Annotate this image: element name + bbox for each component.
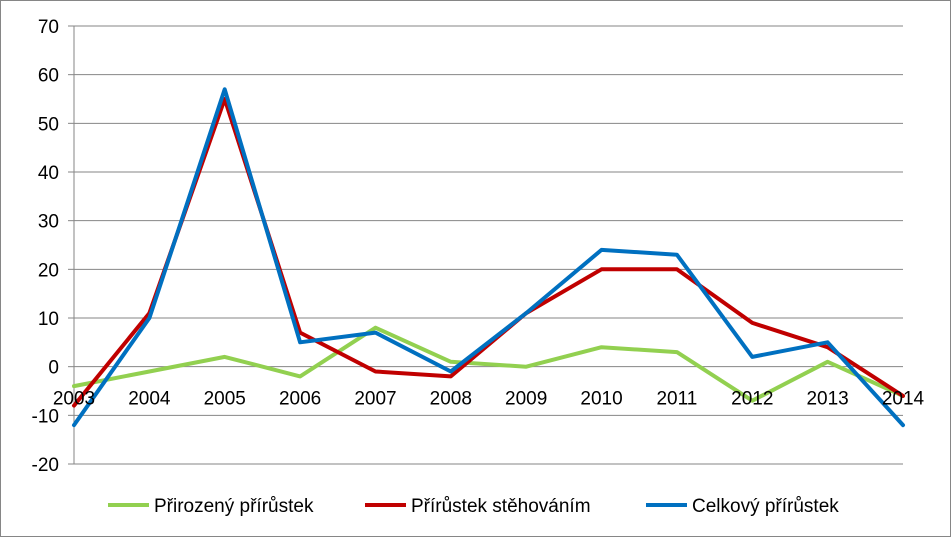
x-tick-label: 2012 <box>731 389 773 410</box>
y-tick-label: 40 <box>38 163 59 184</box>
axes <box>68 25 75 465</box>
legend-label-3: Celkový přírůstek <box>692 496 839 517</box>
y-tick-label: 50 <box>38 114 59 135</box>
series-lines <box>72 87 905 428</box>
y-tick-label: 10 <box>38 309 59 330</box>
series-line-3 <box>72 87 905 428</box>
legend-label-1: Přirozený přírůstek <box>154 496 314 517</box>
legend-label-2: Přírůstek stěhováním <box>411 496 591 517</box>
series-line-2 <box>72 97 905 408</box>
y-tick-label: 70 <box>38 17 59 38</box>
x-tick-label: 2014 <box>882 389 925 410</box>
x-tick-label: 2006 <box>279 389 321 410</box>
x-tick-label: 2011 <box>656 389 697 410</box>
x-tick-label: 2008 <box>430 389 472 410</box>
series-line-1 <box>72 325 905 403</box>
x-tick-label: 2013 <box>806 389 848 410</box>
x-tick-label: 2010 <box>580 389 622 410</box>
x-tick-label: 2007 <box>354 389 396 410</box>
x-tick-label: 2003 <box>53 389 95 410</box>
x-tick-label: 2004 <box>128 389 171 410</box>
y-tick-label: -20 <box>32 455 59 476</box>
y-tick-label: 20 <box>38 260 59 281</box>
y-tick-label: 30 <box>38 212 59 233</box>
y-tick-label: -10 <box>32 406 59 427</box>
x-tick-label: 2009 <box>505 389 547 410</box>
y-tick-labels: -20 -10 0 10 20 30 40 50 60 70 <box>32 17 59 476</box>
y-tick-label: 0 <box>48 358 59 379</box>
gridlines <box>74 25 903 465</box>
y-tick-label: 60 <box>38 66 59 87</box>
x-tick-label: 2005 <box>204 389 246 410</box>
x-tick-labels: 2003 2004 2005 2006 2007 2008 2009 2010 2011 2012… <box>53 389 925 410</box>
legend: Přirozený přírůstek Přírůstek stěhováním C… <box>108 496 839 517</box>
